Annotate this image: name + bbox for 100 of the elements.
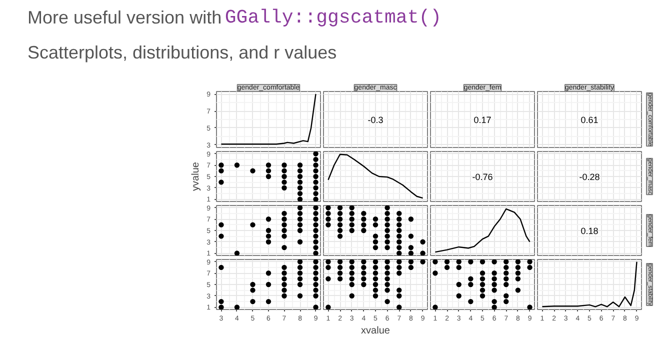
point <box>297 276 303 282</box>
point <box>504 276 509 282</box>
point <box>218 264 224 270</box>
point <box>504 282 509 288</box>
point <box>384 270 390 276</box>
point <box>361 216 366 222</box>
point <box>349 264 354 270</box>
point <box>282 174 287 180</box>
point <box>504 298 509 304</box>
point <box>326 222 331 228</box>
point <box>372 239 378 244</box>
point <box>349 276 354 282</box>
point <box>337 210 343 216</box>
point <box>384 216 390 222</box>
point <box>384 234 390 239</box>
point <box>313 288 318 293</box>
point <box>313 180 318 185</box>
point <box>396 288 402 293</box>
point <box>266 174 272 180</box>
text: -0.3 <box>368 115 384 125</box>
point <box>480 293 486 298</box>
point <box>282 282 287 288</box>
point <box>266 234 272 239</box>
point <box>234 304 240 310</box>
point <box>468 282 474 288</box>
point <box>384 282 390 288</box>
point <box>372 216 378 222</box>
point <box>250 298 256 304</box>
point <box>313 228 318 234</box>
point <box>432 260 438 264</box>
point <box>266 228 272 234</box>
point <box>313 276 318 282</box>
point <box>408 244 414 250</box>
point <box>361 210 366 216</box>
point <box>384 298 390 304</box>
point <box>361 282 366 288</box>
point <box>297 228 303 234</box>
point <box>515 288 521 293</box>
point <box>218 162 224 168</box>
point <box>396 304 402 310</box>
point <box>408 260 414 264</box>
point <box>361 270 366 276</box>
point <box>266 162 272 168</box>
point <box>297 206 303 210</box>
point <box>456 264 462 270</box>
point <box>313 260 318 264</box>
point <box>337 216 343 222</box>
point <box>313 210 318 216</box>
point <box>384 222 390 228</box>
point <box>297 293 303 298</box>
point <box>326 206 331 210</box>
point <box>420 239 426 244</box>
point <box>297 180 303 185</box>
point <box>408 264 414 270</box>
point <box>527 304 532 310</box>
point <box>492 270 497 276</box>
point <box>337 206 343 210</box>
text: -0.28 <box>579 172 600 182</box>
text: 0.17 <box>474 115 492 125</box>
point <box>266 168 272 174</box>
point <box>396 216 402 222</box>
point <box>396 293 402 298</box>
point <box>282 162 287 168</box>
point <box>361 260 366 264</box>
point <box>282 216 287 222</box>
point <box>372 264 378 270</box>
point <box>349 282 354 288</box>
point <box>218 298 224 304</box>
point <box>492 260 497 264</box>
point <box>480 260 486 264</box>
point <box>420 250 426 256</box>
point <box>349 270 354 276</box>
point <box>297 168 303 174</box>
point <box>349 228 354 234</box>
point <box>250 168 256 174</box>
point <box>372 222 378 228</box>
point <box>361 228 366 234</box>
point <box>408 216 414 222</box>
point <box>349 222 354 228</box>
point <box>396 250 402 256</box>
point <box>313 206 318 210</box>
point <box>282 244 287 250</box>
point <box>372 282 378 288</box>
point <box>297 239 303 244</box>
point <box>361 264 366 270</box>
x-axis-title: xvalue <box>361 326 390 336</box>
point <box>282 185 287 190</box>
point <box>282 270 287 276</box>
point <box>313 216 318 222</box>
y-axis-title: yvalue <box>190 162 202 191</box>
point <box>297 270 303 276</box>
point <box>396 264 402 270</box>
point <box>337 270 343 276</box>
point <box>515 276 521 282</box>
point <box>372 293 378 298</box>
point <box>297 282 303 288</box>
point <box>432 270 438 276</box>
point <box>313 244 318 250</box>
point <box>492 298 497 304</box>
point <box>492 304 497 310</box>
